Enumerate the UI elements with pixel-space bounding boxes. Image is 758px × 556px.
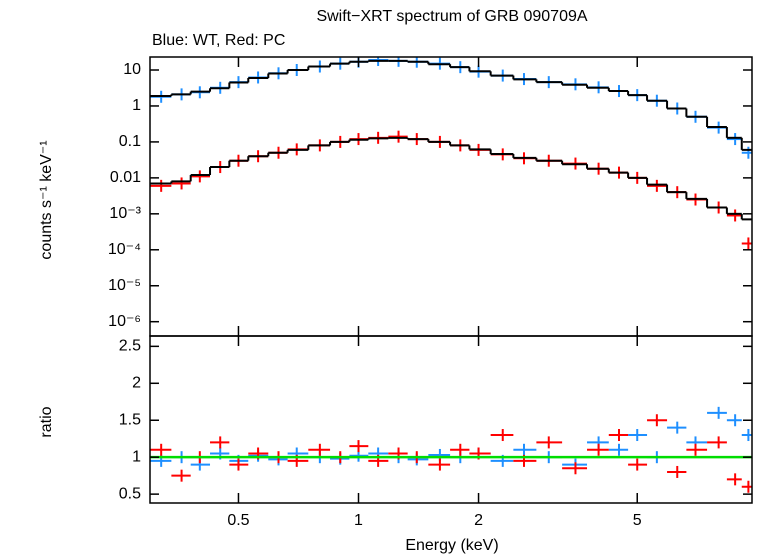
y-tick-label: 0.01 bbox=[110, 169, 141, 186]
chart-subtitle: Blue: WT, Red: PC bbox=[152, 32, 285, 49]
data-point bbox=[490, 429, 514, 442]
data-point bbox=[667, 421, 687, 434]
data-point bbox=[647, 414, 668, 427]
y-tick-label: 1 bbox=[132, 97, 141, 114]
data-point bbox=[150, 179, 172, 192]
data-point bbox=[667, 465, 687, 478]
data-point bbox=[726, 414, 742, 427]
y-tick-label: 10⁻⁵ bbox=[108, 277, 141, 294]
y-tick-label: 10⁻⁶ bbox=[108, 313, 141, 330]
y-tick-label: 2 bbox=[132, 375, 141, 392]
data-point bbox=[726, 133, 742, 146]
chart-title: Swift−XRT spectrum of GRB 090709A bbox=[316, 8, 587, 25]
data-point bbox=[562, 462, 588, 475]
data-point bbox=[450, 443, 470, 456]
plot-area bbox=[150, 57, 752, 250]
x-tick-label: 5 bbox=[633, 512, 642, 529]
y-axis-label: counts s⁻¹ keV⁻¹ bbox=[38, 140, 55, 259]
y-tick-label: 2.5 bbox=[119, 338, 141, 355]
data-point bbox=[707, 406, 727, 419]
y-tick-label: 10 bbox=[123, 61, 141, 78]
y-tick-label: 0.5 bbox=[119, 485, 141, 502]
data-point bbox=[726, 209, 742, 222]
data-point bbox=[608, 429, 629, 442]
data-point bbox=[513, 443, 537, 456]
data-point bbox=[210, 436, 230, 449]
data-point bbox=[171, 469, 191, 482]
data-point bbox=[229, 458, 249, 471]
y-axis-label: ratio bbox=[38, 406, 55, 437]
y-tick-label: 10⁻⁴ bbox=[108, 241, 141, 258]
data-point bbox=[628, 429, 648, 442]
data-point bbox=[349, 440, 369, 453]
data-point bbox=[726, 473, 742, 486]
data-point bbox=[608, 443, 629, 456]
y-tick-label: 0.1 bbox=[119, 133, 141, 150]
data-point bbox=[428, 458, 451, 471]
data-point bbox=[171, 177, 191, 190]
data-point bbox=[686, 443, 708, 456]
data-point bbox=[150, 443, 172, 456]
y-tick-label: 1 bbox=[132, 448, 141, 465]
x-tick-label: 2 bbox=[474, 512, 483, 529]
data-point bbox=[587, 443, 609, 456]
data-point bbox=[536, 436, 563, 449]
x-axis-label: Energy (keV) bbox=[405, 537, 498, 554]
y-tick-label: 10⁻³ bbox=[109, 205, 141, 222]
data-point bbox=[190, 170, 211, 183]
x-tick-label: 1 bbox=[354, 512, 363, 529]
data-point bbox=[388, 130, 408, 143]
data-point bbox=[628, 458, 648, 471]
x-tick-label: 0.5 bbox=[227, 512, 249, 529]
data-point bbox=[707, 436, 727, 449]
data-point bbox=[647, 179, 668, 192]
data-point bbox=[308, 443, 331, 456]
y-tick-label: 1.5 bbox=[119, 411, 141, 428]
